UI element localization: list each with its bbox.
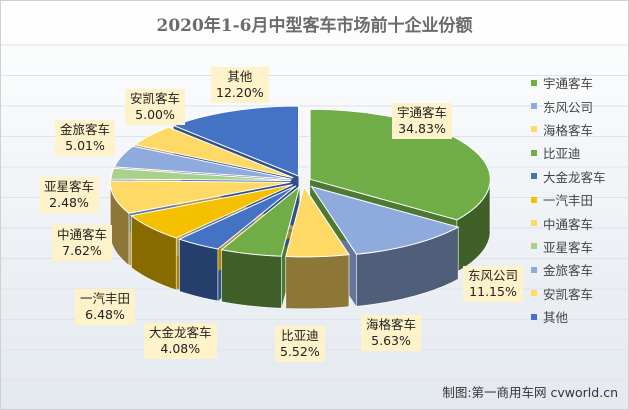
data-label-name: 海格客车 [366,317,417,332]
legend-item: 中通客车 [531,211,606,234]
data-label: 中通客车 7.62% [52,225,113,261]
data-label: 其他 12.20% [211,67,269,103]
legend-swatch [531,149,537,156]
legend-label: 金旅客车 [543,263,594,279]
legend-item: 宇通客车 [531,71,606,94]
data-label-name: 东风公司 [468,268,519,283]
data-label: 大金龙客车 4.08% [144,323,217,359]
data-label: 金旅客车 5.01% [55,120,116,156]
legend-label: 亚星客车 [543,239,594,255]
pie-slice-比亚迪 [220,185,301,257]
data-label: 一汽丰田 6.48% [75,289,136,325]
legend-item: 大金龙客车 [531,165,606,188]
pie-slice-安凯客车 [133,126,294,179]
data-label-name: 大金龙客车 [149,325,212,340]
pie-side-比亚迪 [221,249,282,309]
data-label-name: 比亚迪 [281,328,319,343]
data-label-name: 金旅客车 [60,122,111,137]
data-label: 安凯客车 5.00% [125,89,186,125]
legend-label: 大金龙客车 [543,169,606,185]
legend-swatch [531,243,537,250]
legend-item: 一汽丰田 [531,188,606,211]
data-label-value: 6.48% [85,307,125,322]
data-label-value: 7.62% [62,243,102,258]
legend-label: 中通客车 [543,216,594,232]
pie-slice-大金龙客车 [178,185,297,250]
legend-label: 宇通客车 [543,76,594,92]
chart-title: 2020年1-6月中型客车市场前十企业份额 [156,16,473,36]
legend-item: 东风公司 [531,94,606,117]
data-label-name: 中通客车 [57,227,108,242]
legend-item: 亚星客车 [531,235,606,258]
data-label-value: 2.48% [49,195,89,210]
data-label: 亚星客车 2.48% [39,177,100,213]
legend-label: 其他 [543,310,569,326]
data-label: 东风公司 11.15% [463,266,524,302]
pie-slice-东风公司 [310,185,460,255]
legend-item: 金旅客车 [531,258,606,281]
data-label-value: 5.52% [280,344,320,359]
pie-slice-海格客车 [285,185,350,258]
data-label-name: 宇通客车 [397,105,448,120]
legend-swatch [531,103,537,110]
data-label-value: 4.08% [160,341,201,356]
pie-slice-亚星客车 [110,167,292,181]
pie-side-大金龙客车 [179,238,219,302]
legend-swatch [531,126,537,133]
legend-item: 安凯客车 [531,282,606,305]
legend-item: 比亚迪 [531,141,606,164]
data-label-value: 5.00% [135,107,175,122]
legend-swatch [531,220,537,227]
legend-swatch [531,196,537,203]
legend-swatch [531,266,537,273]
pie-side-海格客车 [285,254,350,310]
legend-swatch [531,313,537,320]
pie-slice-中通客车 [109,180,291,214]
legend-label: 一汽丰田 [543,193,594,209]
legend-swatch [531,290,537,297]
pie-slice-金旅客车 [113,145,292,180]
data-label-name: 安凯客车 [130,91,181,106]
data-label: 比亚迪 5.52% [275,326,325,362]
legend-label: 安凯客车 [543,286,594,302]
data-label-value: 12.20% [216,85,264,100]
legend-label: 东风公司 [543,99,594,115]
legend-label: 比亚迪 [543,146,581,162]
legend-swatch [531,173,537,180]
data-label: 海格客车 5.63% [361,315,422,351]
legend-item: 海格客车 [531,118,606,141]
data-label-value: 11.15% [469,284,517,299]
pie-tops [109,105,491,258]
legend-swatch [531,79,537,86]
legend: 宇通客车东风公司海格客车比亚迪大金龙客车一汽丰田中通客车亚星客车金旅客车安凯客车… [531,71,606,328]
data-label: 宇通客车 34.83% [392,103,453,139]
pie-slice-一汽丰田 [130,184,294,239]
data-label-name: 其他 [227,69,253,84]
data-label-name: 亚星客车 [44,179,95,194]
legend-item: 其他 [531,305,606,328]
data-label-value: 5.63% [371,333,411,348]
data-label-value: 34.83% [398,121,446,136]
legend-label: 海格客车 [543,122,594,138]
source-note: 制图:第一商用车网 cvworld.cn [442,385,618,400]
data-label-name: 一汽丰田 [80,291,131,306]
data-label-value: 5.01% [65,138,105,153]
